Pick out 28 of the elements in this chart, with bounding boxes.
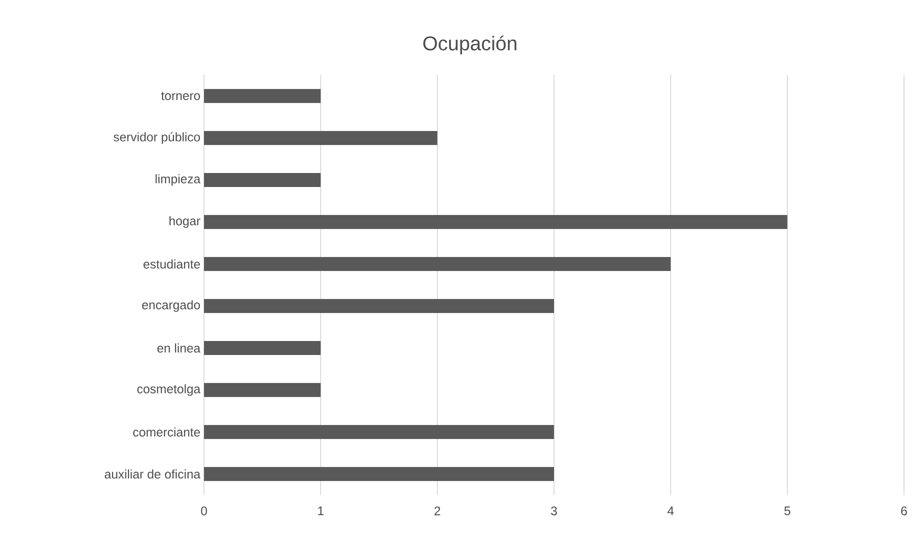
y-tick-label: tornero xyxy=(161,92,200,100)
y-tick-label: en linea xyxy=(157,343,200,353)
chart-title: Ocupación xyxy=(423,36,516,54)
y-tick-label: limpieza xyxy=(156,174,200,186)
y-tick-label: cosmetolga xyxy=(137,384,200,396)
x-tick-label: 4 xyxy=(667,506,674,516)
y-tick-label: auxiliar de oficina xyxy=(104,469,200,479)
bar xyxy=(204,383,321,398)
x-tick-label: 0 xyxy=(201,506,207,516)
bar xyxy=(204,257,671,272)
y-tick-label: servidor público xyxy=(114,132,200,144)
y-tick-label: estudiante xyxy=(144,259,200,269)
y-tick-label: comerciante xyxy=(133,427,200,437)
bar xyxy=(204,299,554,314)
bar xyxy=(204,467,554,482)
bar xyxy=(204,89,321,104)
bar xyxy=(204,131,438,146)
y-tick-label: hogar xyxy=(169,216,200,228)
x-tick-label: 5 xyxy=(784,506,790,516)
x-tick-label: 1 xyxy=(318,506,324,516)
bar xyxy=(204,341,321,356)
x-tick-label: 2 xyxy=(434,506,440,516)
x-tick-label: 6 xyxy=(901,506,907,516)
bar xyxy=(204,215,788,230)
bar xyxy=(204,173,321,188)
bar xyxy=(204,425,554,440)
x-tick-label: 3 xyxy=(551,506,557,516)
y-tick-label: encargado xyxy=(142,300,200,312)
